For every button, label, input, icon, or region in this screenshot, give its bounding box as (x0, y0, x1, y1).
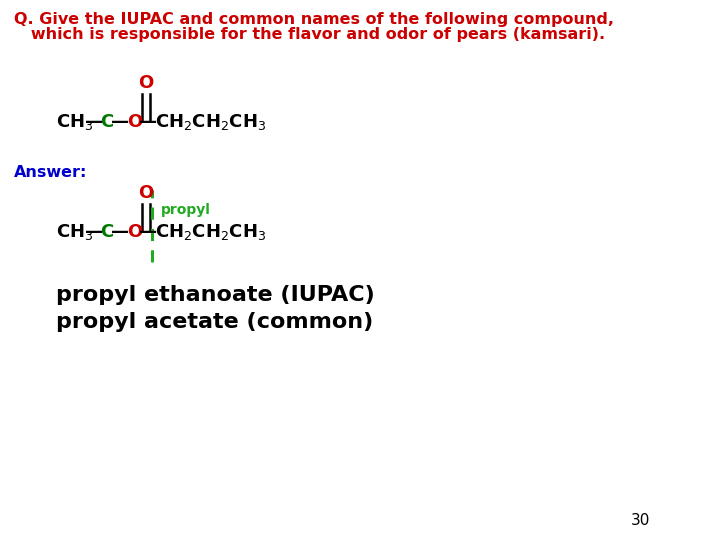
Text: CH$_3$: CH$_3$ (55, 112, 93, 132)
Text: O: O (127, 223, 142, 241)
Text: C: C (100, 223, 113, 241)
Text: propyl acetate (common): propyl acetate (common) (55, 312, 373, 332)
Text: which is responsible for the flavor and odor of pears (kamsari).: which is responsible for the flavor and … (14, 27, 605, 42)
Text: O: O (139, 74, 154, 92)
Text: propyl: propyl (161, 203, 211, 217)
Text: —: — (139, 223, 157, 241)
Text: —: — (111, 223, 129, 241)
Text: CH$_2$CH$_2$CH$_3$: CH$_2$CH$_2$CH$_3$ (156, 222, 267, 242)
Text: Answer:: Answer: (14, 165, 87, 180)
Text: O: O (139, 184, 154, 202)
Text: —: — (111, 113, 129, 131)
Text: O: O (127, 113, 142, 131)
Text: Q. Give the IUPAC and common names of the following compound,: Q. Give the IUPAC and common names of th… (14, 12, 614, 27)
Text: CH$_2$CH$_2$CH$_3$: CH$_2$CH$_2$CH$_3$ (156, 112, 267, 132)
Text: C: C (100, 113, 113, 131)
Text: —: — (85, 113, 103, 131)
Text: —: — (85, 223, 103, 241)
Text: propyl ethanoate (IUPAC): propyl ethanoate (IUPAC) (55, 285, 374, 305)
Text: —: — (139, 113, 157, 131)
Text: CH$_3$: CH$_3$ (55, 222, 93, 242)
Text: 30: 30 (631, 513, 651, 528)
